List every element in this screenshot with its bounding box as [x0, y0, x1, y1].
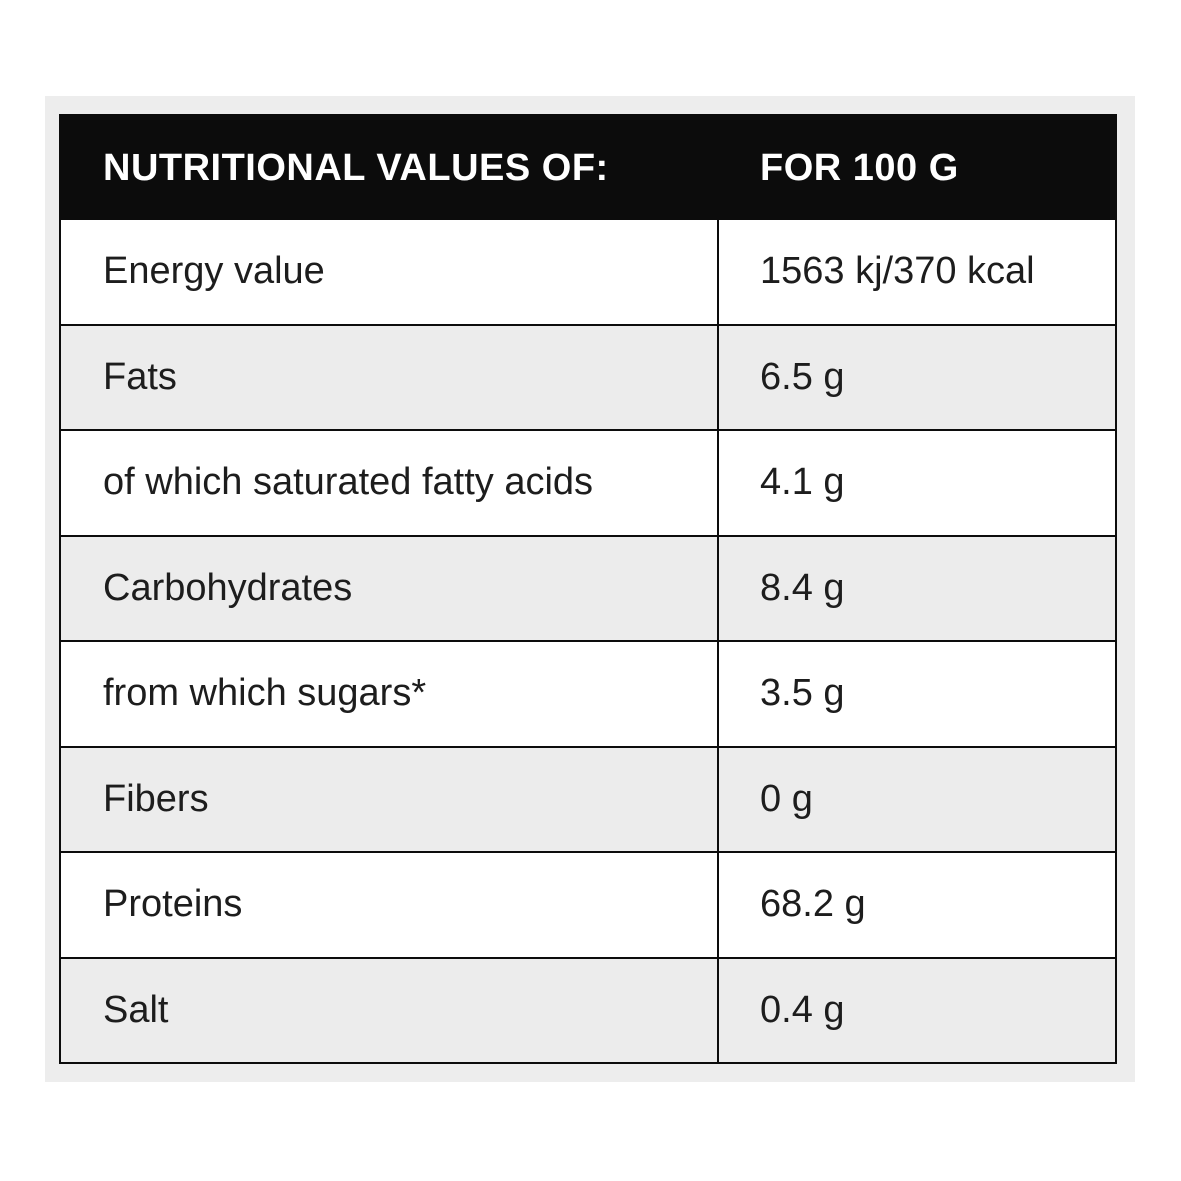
header-col-nutrients: NUTRITIONAL VALUES OF: — [103, 146, 609, 189]
nutrient-label: Salt — [103, 988, 169, 1031]
nutrient-label: Fibers — [103, 777, 209, 820]
nutrient-value: 6.5 g — [717, 325, 1115, 429]
table-row: from which sugars* 3.5 g — [61, 640, 1115, 746]
nutrition-table: NUTRITIONAL VALUES OF: FOR 100 G Energy … — [59, 114, 1117, 1064]
nutrient-label: from which sugars* — [103, 672, 427, 715]
table-row: Salt 0.4 g — [61, 956, 1115, 1062]
nutrient-label: Fats — [103, 355, 177, 398]
table-row: Proteins 68.2 g — [61, 851, 1115, 957]
nutrient-label: Energy value — [103, 250, 325, 293]
nutrient-value: 0 g — [717, 747, 1115, 851]
table-header-row: NUTRITIONAL VALUES OF: FOR 100 G — [61, 116, 1115, 220]
nutrient-label: of which saturated fatty acids — [103, 461, 594, 504]
table-row: Carbohydrates 8.4 g — [61, 534, 1115, 640]
table-row: of which saturated fatty acids 4.1 g — [61, 429, 1115, 535]
nutrient-value: 0.4 g — [717, 958, 1115, 1062]
table-body: Energy value 1563 kj/370 kcal Fats 6.5 g of … — [61, 220, 1115, 1062]
table-row: Fibers 0 g — [61, 745, 1115, 851]
nutrient-value: 1563 kj/370 kcal — [717, 220, 1115, 324]
table-row: Fats 6.5 g — [61, 323, 1115, 429]
nutrient-label: Carbohydrates — [103, 566, 353, 609]
nutrient-value: 3.5 g — [717, 642, 1115, 746]
nutrient-value: 8.4 g — [717, 536, 1115, 640]
table-row: Energy value 1563 kj/370 kcal — [61, 220, 1115, 324]
nutrition-panel: NUTRITIONAL VALUES OF: FOR 100 G Energy … — [45, 96, 1135, 1082]
nutrient-value: 4.1 g — [717, 431, 1115, 535]
nutrient-label: Proteins — [103, 883, 243, 926]
nutrient-value: 68.2 g — [717, 853, 1115, 957]
header-col-per-100g: FOR 100 G — [760, 146, 959, 189]
